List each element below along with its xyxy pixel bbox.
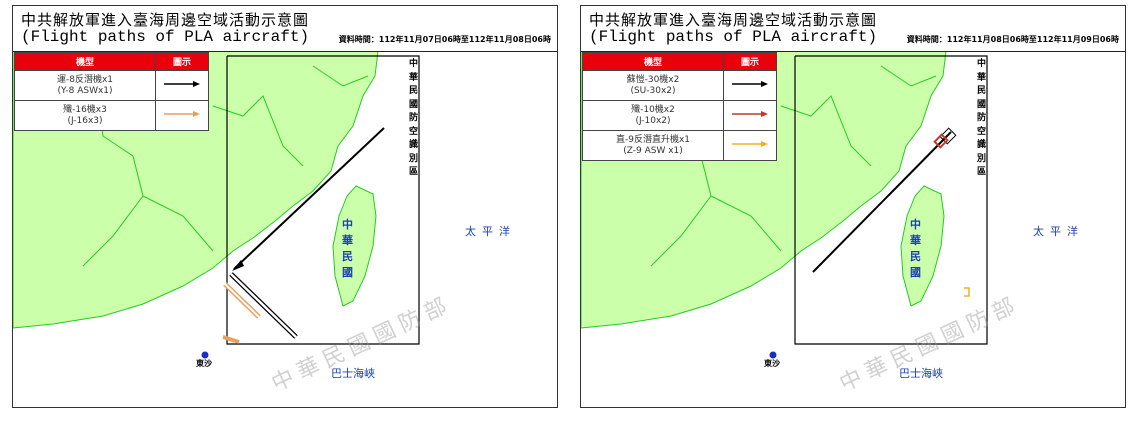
- title-en: (Flight paths of PLA aircraft): [589, 28, 878, 46]
- legend-table: 機型 圖示 蘇愷-30機x2 (SU-30x2) 殲-10機x2 (J-10x2) 直-9反…: [582, 52, 777, 161]
- j16-flight-path: [222, 282, 261, 344]
- legend-header-icon: 圖示: [723, 52, 777, 71]
- title-en: (Flight paths of PLA aircraft): [21, 28, 310, 46]
- dongsha-marker: [201, 351, 209, 359]
- legend-row: 直-9反潛直升機x1 (Z-9 ASW x1): [582, 130, 777, 161]
- adiz-label: 中華民國防空識別區: [977, 59, 987, 177]
- j10-flight-path: [933, 133, 949, 149]
- data-period: 資料時間：112年11月07日06時至112年11月08日06時: [338, 35, 551, 44]
- map-panel-2: 中共解放軍進入臺海周邊空域活動示意圖 (Flight paths of PLA …: [580, 5, 1126, 408]
- dongsha-label: 東沙: [196, 359, 212, 368]
- aircraft-name: 蘇愷-30機x2: [626, 74, 680, 85]
- legend-header-type: 機型: [14, 52, 156, 71]
- arrow-icon: [164, 110, 200, 117]
- z9-flight-path: [964, 287, 970, 297]
- pacific-label: 太平洋: [1033, 225, 1084, 238]
- legend-row: 蘇愷-30機x2 (SU-30x2): [582, 70, 777, 101]
- arrow-icon: [164, 80, 200, 87]
- data-period: 資料時間：112年11月08日06時至112年11月09日06時: [906, 35, 1119, 44]
- legend-row: 殲-16機x3 (J-16x3): [14, 100, 209, 131]
- legend-header-type: 機型: [582, 52, 724, 71]
- bashi-label: 巴士海峽: [331, 367, 375, 380]
- map-header: 中共解放軍進入臺海周邊空域活動示意圖 (Flight paths of PLA …: [13, 6, 557, 52]
- taiwan-island: [332, 185, 377, 307]
- aircraft-name-en: (SU-30x2): [630, 85, 676, 96]
- adiz-boundary: [226, 55, 420, 345]
- aircraft-name: 殲-16機x3: [63, 104, 107, 115]
- aircraft-name-en: (J-10x2): [635, 115, 671, 126]
- aircraft-name: 殲-10機x2: [631, 104, 675, 115]
- aircraft-name-en: (Y-8 ASWx1): [57, 85, 113, 96]
- adiz-label: 中華民國防空識別區: [409, 59, 419, 177]
- aircraft-name-en: (Z-9 ASW x1): [623, 145, 683, 156]
- map-panel-1: 中共解放軍進入臺海周邊空域活動示意圖 (Flight paths of PLA …: [12, 5, 558, 408]
- arrow-icon: [732, 140, 768, 147]
- arrow-icon: [732, 110, 768, 117]
- legend-row: 殲-10機x2 (J-10x2): [582, 100, 777, 131]
- arrow-icon: [732, 80, 768, 87]
- aircraft-name: 運-8反潛機x1: [56, 74, 114, 85]
- pacific-label: 太平洋: [465, 225, 516, 238]
- y8-flight-path: [229, 127, 385, 339]
- taiwan-island: [900, 185, 945, 307]
- title-zh: 中共解放軍進入臺海周邊空域活動示意圖: [21, 11, 310, 29]
- su30-flight-path: [812, 127, 957, 273]
- dongsha-label: 東沙: [764, 359, 780, 368]
- legend-table: 機型 圖示 運-8反潛機x1 (Y-8 ASWx1) 殲-16機x3 (J-16x3): [14, 52, 209, 131]
- adiz-boundary: [794, 55, 988, 345]
- province-borders: [82, 50, 369, 267]
- taiwan-label: 中華民國: [910, 218, 921, 279]
- legend-row: 運-8反潛機x1 (Y-8 ASWx1): [14, 70, 209, 101]
- dongsha-marker: [769, 351, 777, 359]
- aircraft-name-en: (J-16x3): [67, 115, 103, 126]
- bashi-label: 巴士海峽: [899, 367, 943, 380]
- taiwan-label: 中華民國: [342, 218, 353, 279]
- legend-header-icon: 圖示: [155, 52, 209, 71]
- title-zh: 中共解放軍進入臺海周邊空域活動示意圖: [589, 11, 878, 29]
- aircraft-name: 直-9反潛直升機x1: [615, 134, 691, 145]
- map-header: 中共解放軍進入臺海周邊空域活動示意圖 (Flight paths of PLA …: [581, 6, 1125, 52]
